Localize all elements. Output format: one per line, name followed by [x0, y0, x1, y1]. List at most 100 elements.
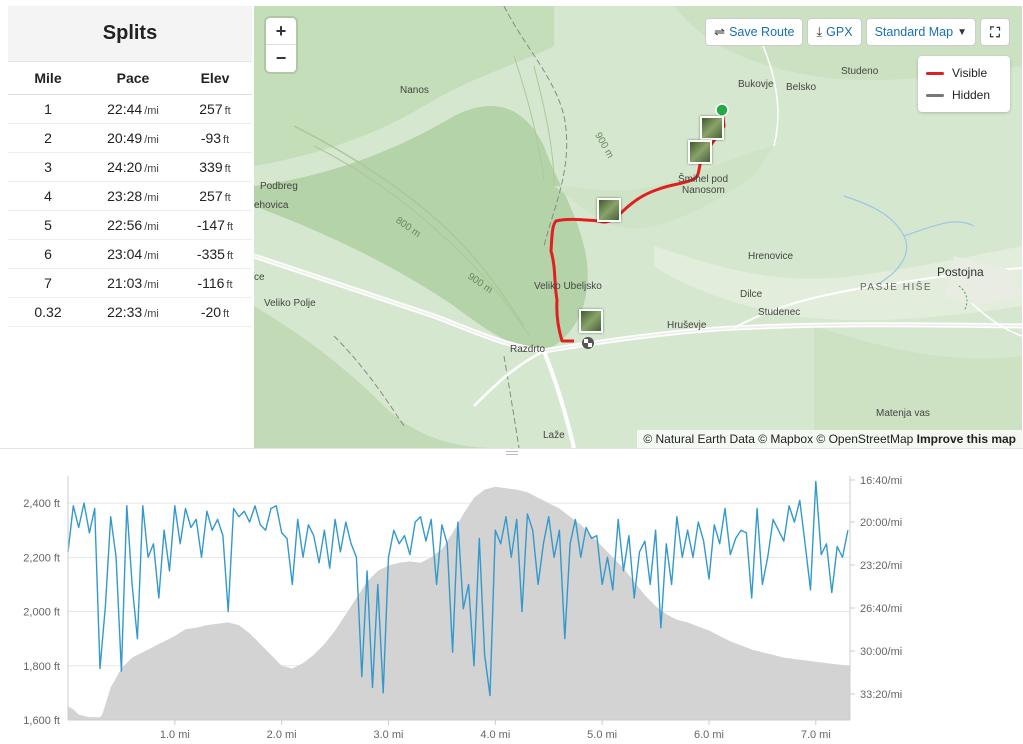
place-label: Veliko Ubeljsko	[534, 281, 602, 292]
y-right-tick-label: 23:20/mi	[860, 560, 902, 572]
place-label: PASJE HIŠE	[860, 282, 933, 293]
save-route-label: Save Route	[729, 25, 795, 39]
elev-unit: ft	[224, 162, 231, 175]
zoom-in-button[interactable]: +	[266, 18, 296, 45]
gpx-download-button[interactable]: ⤓ GPX	[807, 18, 862, 46]
pace-unit: /mi	[144, 220, 159, 233]
map-style-dropdown[interactable]: Standard Map ▼	[865, 18, 976, 46]
y-left-tick-label: 2,400 ft	[23, 498, 60, 510]
column-header-pace: Pace	[88, 62, 178, 95]
split-mile: 2	[8, 123, 88, 153]
x-tick-label: 6.0 mi	[694, 729, 724, 741]
place-label: Veliko Polje	[264, 298, 316, 309]
splits-panel: Splits Mile Pace Elev 1 22:44/mi 257 ft 2 20:…	[8, 6, 252, 446]
place-label: Bukovje	[738, 79, 774, 90]
place-label: Dilce	[740, 289, 763, 300]
caret-down-icon: ▼	[957, 26, 967, 38]
gpx-label: GPX	[826, 25, 853, 39]
place-label: ehovica	[254, 200, 289, 211]
route-map[interactable]: Nanos Bukovje Belsko Studeno Šmihel pod …	[254, 6, 1022, 448]
place-label: Hrenovice	[748, 251, 794, 262]
map-canvas	[254, 6, 1022, 448]
split-elev-value: -93	[200, 129, 222, 146]
map-toolbar: ⇌ Save Route ⤓ GPX Standard Map ▼ ⛶	[705, 18, 1010, 46]
split-pace: 20:49/mi	[88, 123, 178, 153]
split-elev: -147 ft	[178, 210, 252, 240]
y-right-tick-label: 16:40/mi	[860, 475, 902, 487]
split-elev: -335 ft	[178, 239, 252, 269]
split-elev: 339 ft	[178, 152, 252, 182]
download-icon: ⤓	[816, 24, 823, 39]
start-marker	[715, 103, 729, 117]
column-header-mile: Mile	[8, 62, 88, 95]
split-row: 6 23:04/mi -335 ft	[8, 239, 252, 269]
split-pace-value: 24:20	[107, 158, 143, 175]
save-route-button[interactable]: ⇌ Save Route	[705, 18, 804, 46]
place-label: ce	[254, 272, 265, 283]
y-right-tick-label: 33:20/mi	[860, 689, 902, 701]
drag-handle-icon[interactable]	[506, 451, 518, 455]
pace-unit: /mi	[144, 104, 159, 117]
split-pace-value: 21:03	[107, 274, 143, 291]
x-tick-label: 4.0 mi	[480, 729, 510, 741]
pace-unit: /mi	[144, 191, 159, 204]
zoom-out-button[interactable]: −	[275, 48, 287, 68]
photo-marker[interactable]	[597, 198, 621, 222]
split-pace-value: 22:56	[107, 216, 143, 233]
legend-item-visible[interactable]: Visible	[926, 62, 1002, 84]
splits-body: 1 22:44/mi 257 ft 2 20:49/mi -93 ft 3 24:20/mi 339…	[8, 94, 252, 327]
split-row: 0.32 22:33/mi -20 ft	[8, 297, 252, 327]
elev-unit: ft	[226, 220, 234, 233]
split-elev: 257 ft	[178, 94, 252, 124]
resize-divider[interactable]	[0, 448, 1023, 456]
pace-unit: /mi	[144, 307, 159, 320]
attribution-text: © Natural Earth Data © Mapbox © OpenStre…	[643, 432, 914, 446]
elevation-area	[68, 486, 850, 720]
photo-marker[interactable]	[579, 309, 603, 333]
elev-unit: ft	[226, 278, 233, 291]
split-elev-value: -335	[196, 245, 225, 262]
elevation-pace-chart[interactable]: 2,400 ft 2,200 ft 2,000 ft 1,800 ft 1,600 ft…	[0, 458, 1023, 744]
y-left-tick-label: 1,800 ft	[23, 661, 60, 673]
split-elev-value: 257	[199, 100, 223, 117]
splits-table: Mile Pace Elev 1 22:44/mi 257 ft 2 20:49/mi -9…	[8, 62, 252, 327]
pace-unit: /mi	[144, 249, 159, 262]
x-tick-label: 5.0 mi	[587, 729, 617, 741]
improve-map-link[interactable]: Improve this map	[916, 432, 1016, 446]
elev-unit: ft	[226, 249, 234, 262]
splits-header-row: Mile Pace Elev	[8, 62, 252, 95]
split-row: 3 24:20/mi 339 ft	[8, 152, 252, 182]
pace-line	[67, 480, 849, 697]
photo-marker[interactable]	[688, 140, 712, 164]
split-elev: -93 ft	[178, 123, 252, 153]
split-pace-value: 23:28	[107, 187, 143, 204]
split-mile: 7	[8, 268, 88, 298]
fullscreen-button[interactable]: ⛶	[980, 18, 1010, 46]
pace-unit: /mi	[144, 133, 159, 146]
x-tick-label: 1.0 mi	[160, 729, 190, 741]
legend-item-hidden[interactable]: Hidden	[926, 84, 1002, 106]
elev-unit: ft	[223, 133, 230, 146]
column-header-elev: Elev	[178, 62, 252, 95]
place-label: Matenja vas	[876, 408, 930, 419]
split-pace: 22:56/mi	[88, 210, 178, 240]
map-attribution: © Natural Earth Data © Mapbox © OpenStre…	[637, 430, 1022, 448]
y-left-tick-label: 2,000 ft	[23, 607, 60, 619]
place-label: Nanos	[400, 85, 429, 96]
legend-label-hidden: Hidden	[952, 88, 991, 102]
split-elev-value: 257	[199, 187, 223, 204]
split-pace: 24:20/mi	[88, 152, 178, 182]
split-mile: 5	[8, 210, 88, 240]
place-label: Razdrto	[510, 344, 546, 355]
place-label: Belsko	[786, 82, 817, 93]
place-label: Nanosom	[682, 185, 725, 196]
y-right-tick-label: 26:40/mi	[860, 603, 902, 615]
x-tick-label: 2.0 mi	[267, 729, 297, 741]
place-label: Postojna	[937, 265, 984, 279]
split-mile: 1	[8, 94, 88, 124]
chart-svg: 2,400 ft 2,200 ft 2,000 ft 1,800 ft 1,600 ft…	[23, 475, 902, 741]
y-left-tick-label: 1,600 ft	[23, 715, 60, 727]
split-pace-value: 22:33	[107, 303, 143, 320]
photo-marker[interactable]	[700, 116, 724, 140]
